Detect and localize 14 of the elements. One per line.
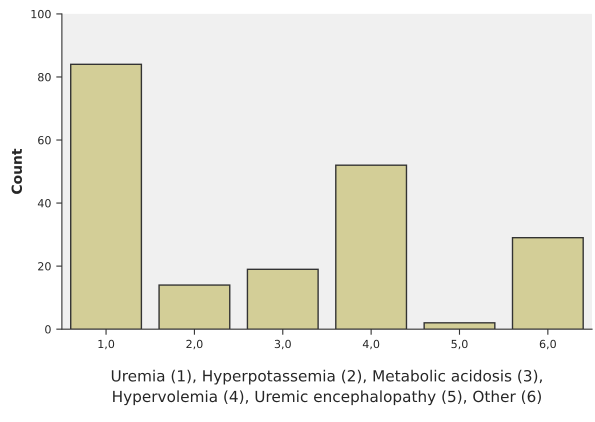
x-tick-label: 4,0	[362, 340, 380, 350]
x-tick-label: 1,0	[98, 340, 114, 350]
y-axis-title: Count	[12, 148, 22, 194]
y-tick-label: 20	[38, 262, 51, 270]
x-tick-label: 2,0	[186, 340, 203, 350]
x-axis-title: Uremia (1), Hyperpotassemia (2), Metabolic acidosis (3), Hypervolemia (4), Uremic encephalopathy (5), Other (6)	[112, 370, 542, 406]
x-tick-label: 5,0	[452, 340, 468, 350]
x-tick-label: 6,0	[540, 340, 556, 350]
y-tick-label: 40	[38, 199, 51, 208]
y-tick-label: 60	[38, 136, 51, 144]
y-tick-label: 100	[31, 10, 51, 18]
y-tick-label: 80	[38, 72, 51, 82]
y-tick-label: 0	[45, 325, 51, 334]
x-tick-label: 3,0	[274, 340, 291, 350]
